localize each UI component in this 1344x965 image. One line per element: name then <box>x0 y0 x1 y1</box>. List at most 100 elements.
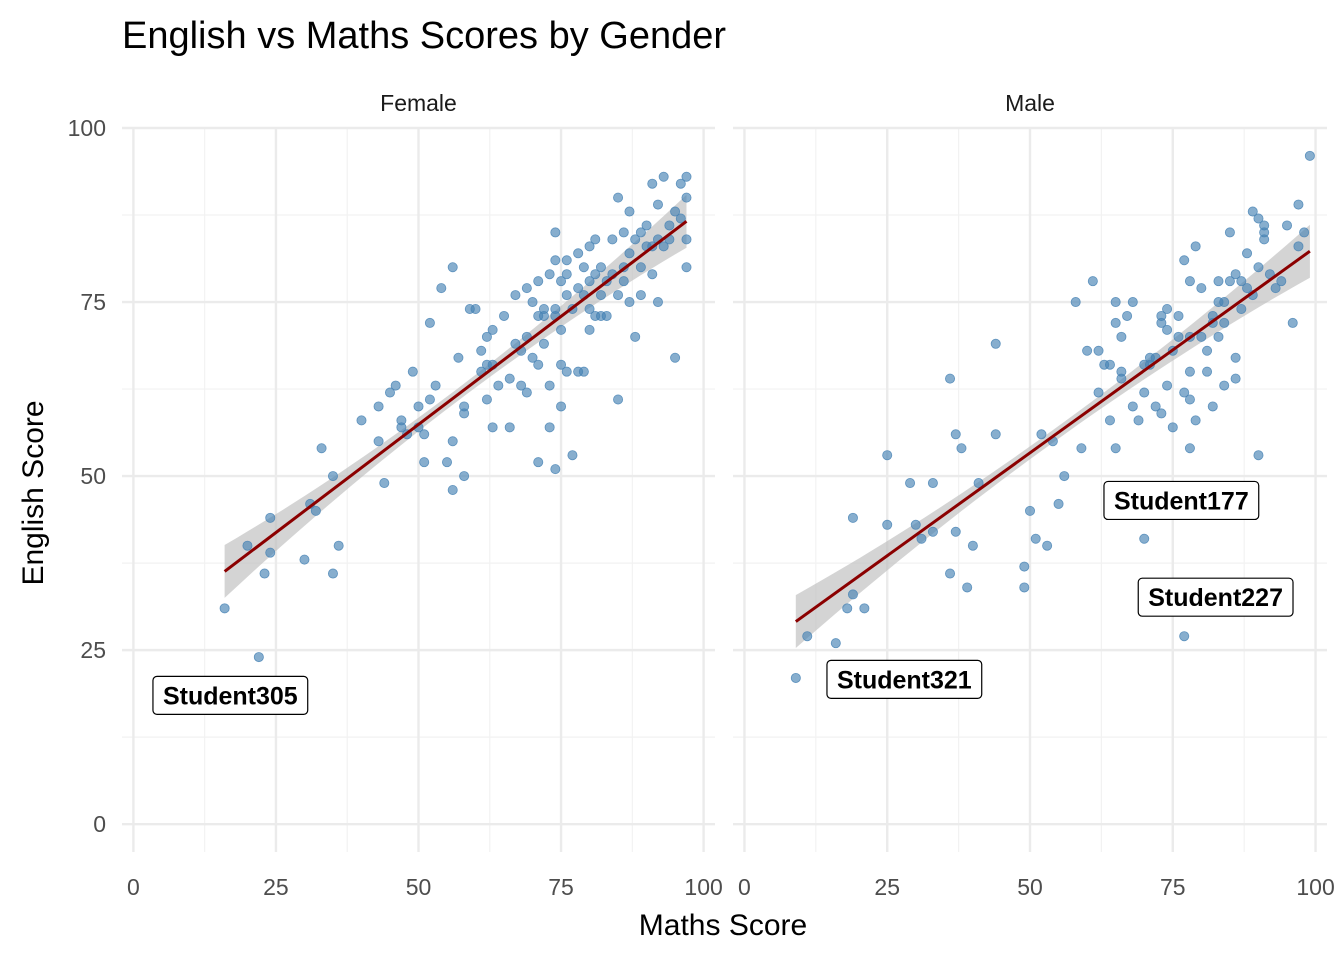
data-point <box>1059 471 1070 482</box>
data-point <box>1167 422 1178 433</box>
data-point <box>1019 582 1030 593</box>
data-point <box>1184 443 1195 454</box>
data-point <box>859 603 870 614</box>
data-point <box>459 408 470 419</box>
data-point <box>652 199 663 210</box>
data-point <box>561 366 572 377</box>
data-point <box>242 540 253 551</box>
data-point <box>1236 303 1247 314</box>
data-point <box>1162 324 1173 335</box>
data-point <box>567 450 578 461</box>
data-point <box>664 220 675 231</box>
data-point <box>419 429 430 440</box>
data-point <box>635 262 646 273</box>
data-point <box>1242 283 1253 294</box>
data-point <box>1219 297 1230 308</box>
data-point <box>584 303 595 314</box>
data-point <box>830 638 841 649</box>
data-point <box>1104 359 1115 370</box>
data-point <box>356 415 367 426</box>
data-point <box>950 429 961 440</box>
data-point <box>396 422 407 433</box>
data-point <box>1202 345 1213 356</box>
data-point <box>407 366 418 377</box>
data-point <box>670 352 681 363</box>
data-point <box>584 276 595 287</box>
data-point <box>584 241 595 252</box>
data-point <box>550 464 561 475</box>
data-point <box>613 290 624 301</box>
data-point <box>481 331 492 342</box>
data-point <box>1219 317 1230 328</box>
facet-strip-label: Male <box>1005 90 1055 116</box>
data-point <box>533 276 544 287</box>
data-point <box>910 519 921 530</box>
data-point <box>265 547 276 558</box>
data-point <box>1224 227 1235 238</box>
y-tick-label: 0 <box>93 811 106 837</box>
data-point <box>436 283 447 294</box>
data-point <box>487 422 498 433</box>
data-point <box>1179 255 1190 266</box>
data-point <box>641 220 652 231</box>
data-point <box>373 401 384 412</box>
x-tick-label: 50 <box>406 874 432 900</box>
data-point <box>595 290 606 301</box>
chart-title: English vs Maths Scores by Gender <box>122 15 726 57</box>
data-point <box>630 234 641 245</box>
data-point <box>613 192 624 203</box>
data-point <box>681 171 692 182</box>
data-point <box>316 443 327 454</box>
data-point <box>424 317 435 328</box>
x-tick-label: 75 <box>1160 874 1186 900</box>
data-point <box>1070 297 1081 308</box>
data-point <box>550 303 561 314</box>
data-point <box>802 631 813 642</box>
data-point <box>1110 443 1121 454</box>
data-point <box>1196 331 1207 342</box>
annotation-label: Student177 <box>1114 487 1249 515</box>
data-point <box>1247 206 1258 217</box>
data-point <box>630 331 641 342</box>
data-point <box>595 262 606 273</box>
data-point <box>447 262 458 273</box>
data-point <box>493 380 504 391</box>
data-point <box>658 241 669 252</box>
data-point <box>573 248 584 259</box>
facet-panel-female: Female 0 25 50 75 100 0 25 50 75 100 Student305 <box>68 90 723 900</box>
data-point <box>1299 227 1310 238</box>
data-point <box>624 248 635 259</box>
data-point <box>882 450 893 461</box>
data-point <box>544 269 555 280</box>
data-point <box>1156 408 1167 419</box>
annotation-box <box>152 675 309 715</box>
data-point <box>652 297 663 308</box>
data-point <box>453 352 464 363</box>
data-point <box>561 290 572 301</box>
data-point <box>1082 345 1093 356</box>
data-point <box>1110 317 1121 328</box>
data-point <box>253 652 264 663</box>
data-point <box>1253 213 1264 224</box>
data-point <box>905 478 916 489</box>
data-point <box>1213 331 1224 342</box>
data-point <box>1224 276 1235 287</box>
data-point <box>624 297 635 308</box>
data-point <box>510 338 521 349</box>
data-point <box>504 422 515 433</box>
data-point <box>1019 561 1030 572</box>
data-point <box>790 672 801 683</box>
data-point <box>590 234 601 245</box>
data-point <box>681 262 692 273</box>
data-point <box>1293 199 1304 210</box>
data-point <box>1213 276 1224 287</box>
annotation-box <box>1137 577 1294 617</box>
data-point <box>1184 276 1195 287</box>
data-point <box>681 234 692 245</box>
data-point <box>538 303 549 314</box>
data-point <box>1253 262 1264 273</box>
data-point <box>950 526 961 537</box>
data-point <box>550 227 561 238</box>
data-point <box>1282 220 1293 231</box>
